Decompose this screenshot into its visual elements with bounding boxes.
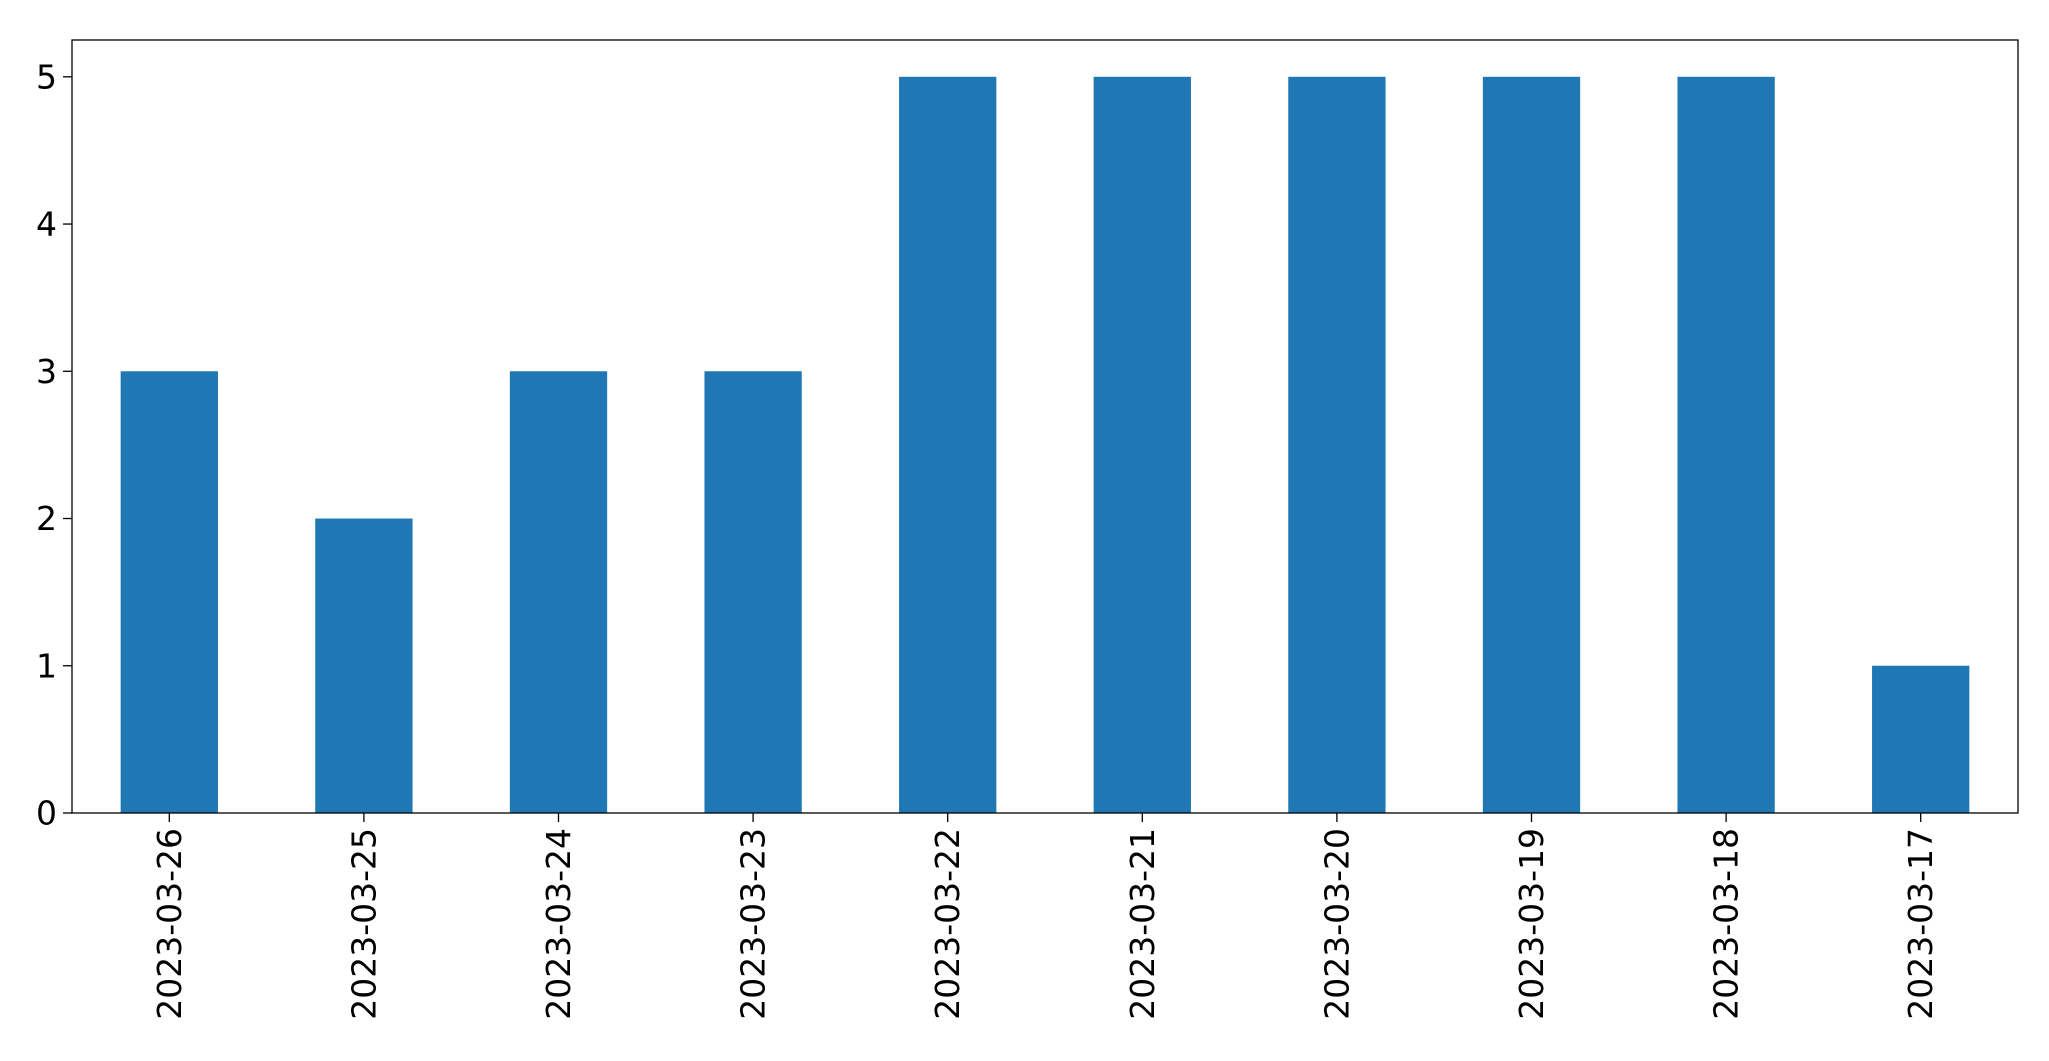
x-tick-label: 2023-03-26 bbox=[150, 828, 189, 1020]
bar-2023-03-17 bbox=[1872, 665, 1970, 813]
x-tick-label: 2023-03-17 bbox=[1901, 828, 1940, 1020]
x-axis: 2023-03-26 2023-03-25 2023-03-24 2023-03-23… bbox=[150, 813, 1940, 1020]
bar-2023-03-25 bbox=[315, 518, 413, 813]
x-tick-label: 2023-03-25 bbox=[344, 828, 383, 1020]
x-tick-label: 2023-03-19 bbox=[1512, 828, 1551, 1020]
y-tick-label: 3 bbox=[36, 352, 57, 391]
bar-2023-03-22 bbox=[899, 76, 997, 814]
x-tick-label: 2023-03-18 bbox=[1707, 828, 1746, 1020]
bar-2023-03-23 bbox=[704, 371, 802, 813]
x-tick-label: 2023-03-24 bbox=[539, 828, 578, 1020]
bar-2023-03-19 bbox=[1482, 76, 1581, 814]
bar-2023-03-24 bbox=[509, 371, 608, 813]
bars-layer bbox=[120, 76, 1970, 814]
x-tick-label: 2023-03-20 bbox=[1317, 828, 1356, 1020]
plot-frame bbox=[71, 39, 2019, 814]
y-tick-label: 1 bbox=[36, 646, 57, 685]
x-tick-label: 2023-03-23 bbox=[734, 828, 773, 1020]
x-tick-label: 2023-03-21 bbox=[1123, 828, 1162, 1020]
bar-2023-03-26 bbox=[120, 371, 218, 813]
y-tick-label: 2 bbox=[36, 499, 57, 538]
x-tick-label: 2023-03-22 bbox=[928, 828, 967, 1020]
bar-2023-03-21 bbox=[1093, 76, 1191, 814]
y-tick-label: 4 bbox=[36, 205, 57, 244]
bar-2023-03-18 bbox=[1677, 76, 1775, 814]
y-tick-label: 5 bbox=[36, 57, 57, 96]
y-axis: 0 1 2 3 4 5 bbox=[36, 57, 72, 833]
bar-2023-03-20 bbox=[1288, 76, 1386, 814]
y-tick-label: 0 bbox=[36, 794, 57, 833]
